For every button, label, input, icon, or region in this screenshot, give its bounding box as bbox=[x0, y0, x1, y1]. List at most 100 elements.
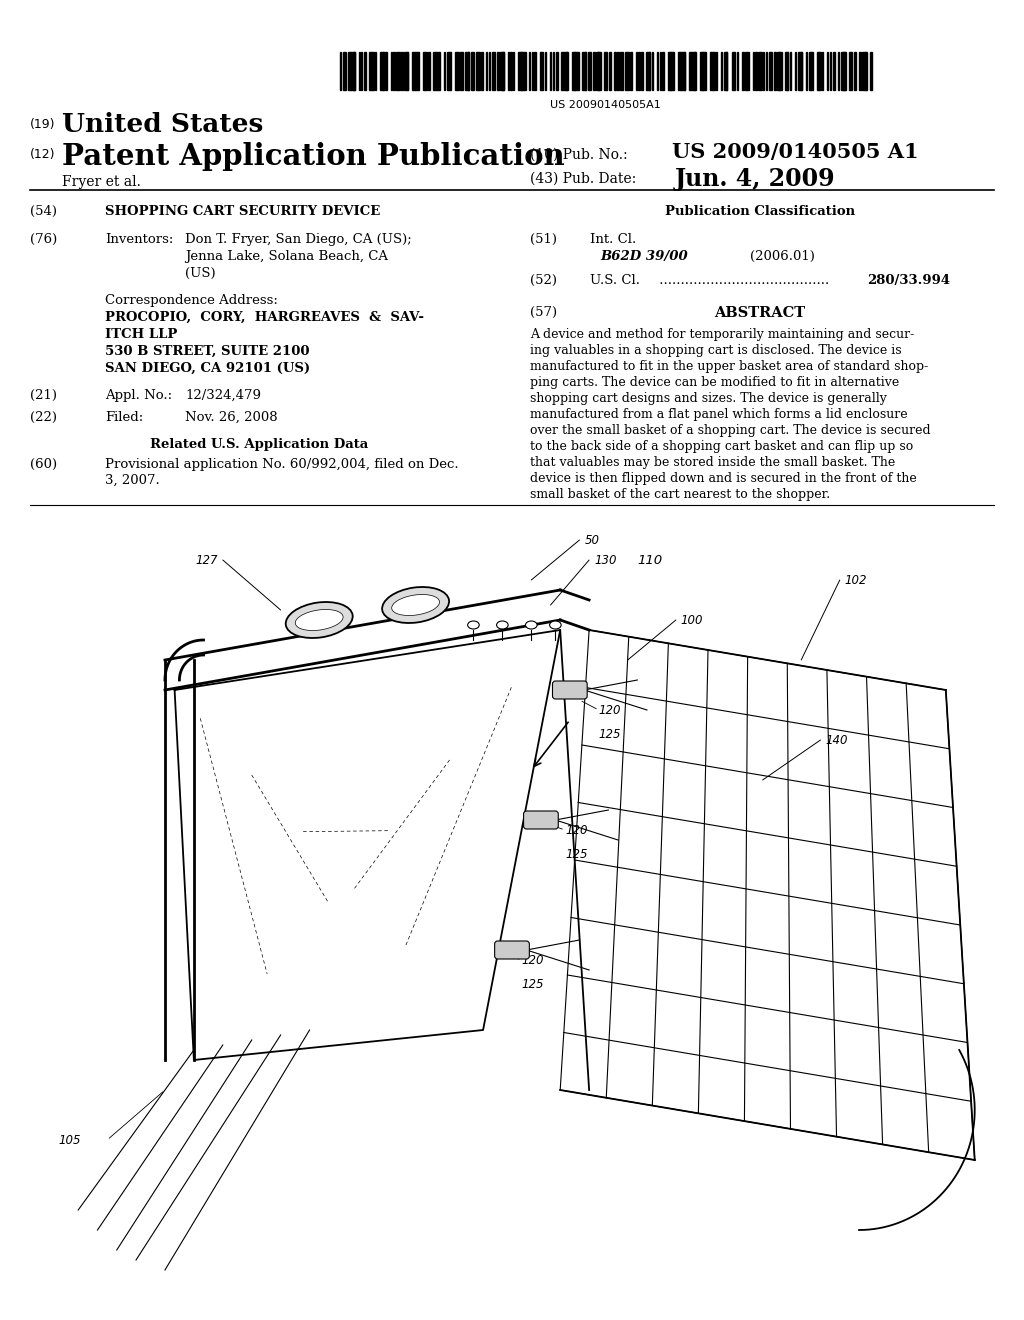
Bar bbox=[433, 51, 436, 90]
Text: (21): (21) bbox=[30, 389, 57, 403]
Ellipse shape bbox=[286, 602, 352, 638]
Text: ing valuables in a shopping cart is disclosed. The device is: ing valuables in a shopping cart is disc… bbox=[530, 345, 901, 356]
Bar bbox=[711, 51, 713, 90]
Bar bbox=[614, 51, 616, 90]
Bar bbox=[758, 51, 762, 90]
Bar bbox=[809, 51, 811, 90]
Bar bbox=[393, 51, 395, 90]
Text: ping carts. The device can be modified to fit in alternative: ping carts. The device can be modified t… bbox=[530, 376, 899, 389]
Text: PROCOPIO,  CORY,  HARGREAVES  &  SAV-: PROCOPIO, CORY, HARGREAVES & SAV- bbox=[105, 312, 424, 323]
Text: 130: 130 bbox=[594, 553, 616, 566]
Text: ITCH LLP: ITCH LLP bbox=[105, 327, 177, 341]
Text: (57): (57) bbox=[530, 306, 557, 319]
Bar bbox=[460, 51, 463, 90]
Text: Filed:: Filed: bbox=[105, 411, 143, 424]
Bar bbox=[423, 51, 425, 90]
Text: Correspondence Address:: Correspondence Address: bbox=[105, 294, 278, 308]
Bar bbox=[854, 51, 856, 90]
Ellipse shape bbox=[468, 620, 479, 630]
Text: over the small basket of a shopping cart. The device is secured: over the small basket of a shopping cart… bbox=[530, 424, 931, 437]
Bar bbox=[457, 51, 459, 90]
Text: (22): (22) bbox=[30, 411, 57, 424]
Text: (19): (19) bbox=[30, 117, 55, 131]
Text: Publication Classification: Publication Classification bbox=[665, 205, 855, 218]
Bar bbox=[578, 51, 579, 90]
Bar bbox=[521, 51, 524, 90]
Bar bbox=[646, 51, 650, 90]
Text: US 2009/0140505 A1: US 2009/0140505 A1 bbox=[672, 143, 919, 162]
Bar bbox=[417, 51, 419, 90]
Bar bbox=[425, 51, 427, 90]
Text: 102: 102 bbox=[845, 573, 867, 586]
Bar bbox=[663, 51, 665, 90]
Text: 3, 2007.: 3, 2007. bbox=[105, 474, 160, 487]
Bar bbox=[574, 51, 578, 90]
Bar bbox=[609, 51, 611, 90]
Bar bbox=[455, 51, 457, 90]
Bar bbox=[699, 51, 702, 90]
Bar bbox=[756, 51, 758, 90]
Text: US 20090140505A1: US 20090140505A1 bbox=[550, 100, 660, 110]
Text: device is then flipped down and is secured in the front of the: device is then flipped down and is secur… bbox=[530, 473, 916, 484]
Bar bbox=[372, 51, 374, 90]
Bar bbox=[540, 51, 542, 90]
Text: Patent Application Publication: Patent Application Publication bbox=[62, 143, 564, 172]
Bar bbox=[571, 51, 574, 90]
Bar bbox=[503, 51, 505, 90]
Bar bbox=[784, 51, 787, 90]
Bar bbox=[689, 51, 692, 90]
Bar bbox=[415, 51, 417, 90]
Text: 100: 100 bbox=[681, 614, 703, 627]
Text: (54): (54) bbox=[30, 205, 57, 218]
Bar bbox=[671, 51, 673, 90]
Bar bbox=[870, 51, 872, 90]
Text: B62D 39/00: B62D 39/00 bbox=[600, 249, 688, 263]
Ellipse shape bbox=[497, 620, 508, 630]
Bar bbox=[678, 51, 681, 90]
Bar bbox=[350, 51, 354, 90]
Text: Provisional application No. 60/992,004, filed on Dec.: Provisional application No. 60/992,004, … bbox=[105, 458, 459, 471]
Bar bbox=[523, 51, 525, 90]
Text: (43) Pub. Date:: (43) Pub. Date: bbox=[530, 172, 636, 186]
FancyBboxPatch shape bbox=[495, 941, 529, 960]
Bar bbox=[500, 51, 504, 90]
Bar bbox=[510, 51, 512, 90]
Text: 120: 120 bbox=[521, 953, 544, 966]
Bar bbox=[724, 51, 726, 90]
Bar bbox=[625, 51, 628, 90]
Bar bbox=[779, 51, 782, 90]
Text: (76): (76) bbox=[30, 234, 57, 246]
Text: 280/33.994: 280/33.994 bbox=[867, 275, 950, 286]
Bar bbox=[370, 51, 373, 90]
Bar bbox=[428, 51, 430, 90]
Bar bbox=[617, 51, 618, 90]
Text: 12/324,479: 12/324,479 bbox=[185, 389, 261, 403]
Bar bbox=[859, 51, 861, 90]
Text: 127: 127 bbox=[196, 553, 218, 566]
Bar bbox=[744, 51, 746, 90]
Text: SAN DIEGO, CA 92101 (US): SAN DIEGO, CA 92101 (US) bbox=[105, 362, 310, 375]
Text: (10) Pub. No.:: (10) Pub. No.: bbox=[530, 148, 628, 162]
Text: ABSTRACT: ABSTRACT bbox=[715, 306, 806, 319]
Bar bbox=[470, 51, 473, 90]
Bar bbox=[641, 51, 643, 90]
Text: to the back side of a shopping cart basket and can flip up so: to the back side of a shopping cart bask… bbox=[530, 440, 913, 453]
Text: Appl. No.:: Appl. No.: bbox=[105, 389, 172, 403]
Bar bbox=[518, 51, 522, 90]
Text: U.S. Cl.: U.S. Cl. bbox=[590, 275, 640, 286]
Text: that valuables may be stored inside the small basket. The: that valuables may be stored inside the … bbox=[530, 455, 895, 469]
Bar bbox=[403, 51, 408, 90]
Bar bbox=[774, 51, 776, 90]
Bar bbox=[638, 51, 640, 90]
Text: 50: 50 bbox=[585, 533, 599, 546]
FancyBboxPatch shape bbox=[523, 810, 558, 829]
Bar bbox=[348, 51, 351, 90]
Bar bbox=[620, 51, 623, 90]
Text: SHOPPING CART SECURITY DEVICE: SHOPPING CART SECURITY DEVICE bbox=[105, 205, 380, 218]
Bar bbox=[844, 51, 847, 90]
Bar bbox=[497, 51, 499, 90]
Bar bbox=[849, 51, 851, 90]
Text: 140: 140 bbox=[825, 734, 848, 747]
Bar bbox=[564, 51, 566, 90]
Ellipse shape bbox=[525, 620, 537, 630]
